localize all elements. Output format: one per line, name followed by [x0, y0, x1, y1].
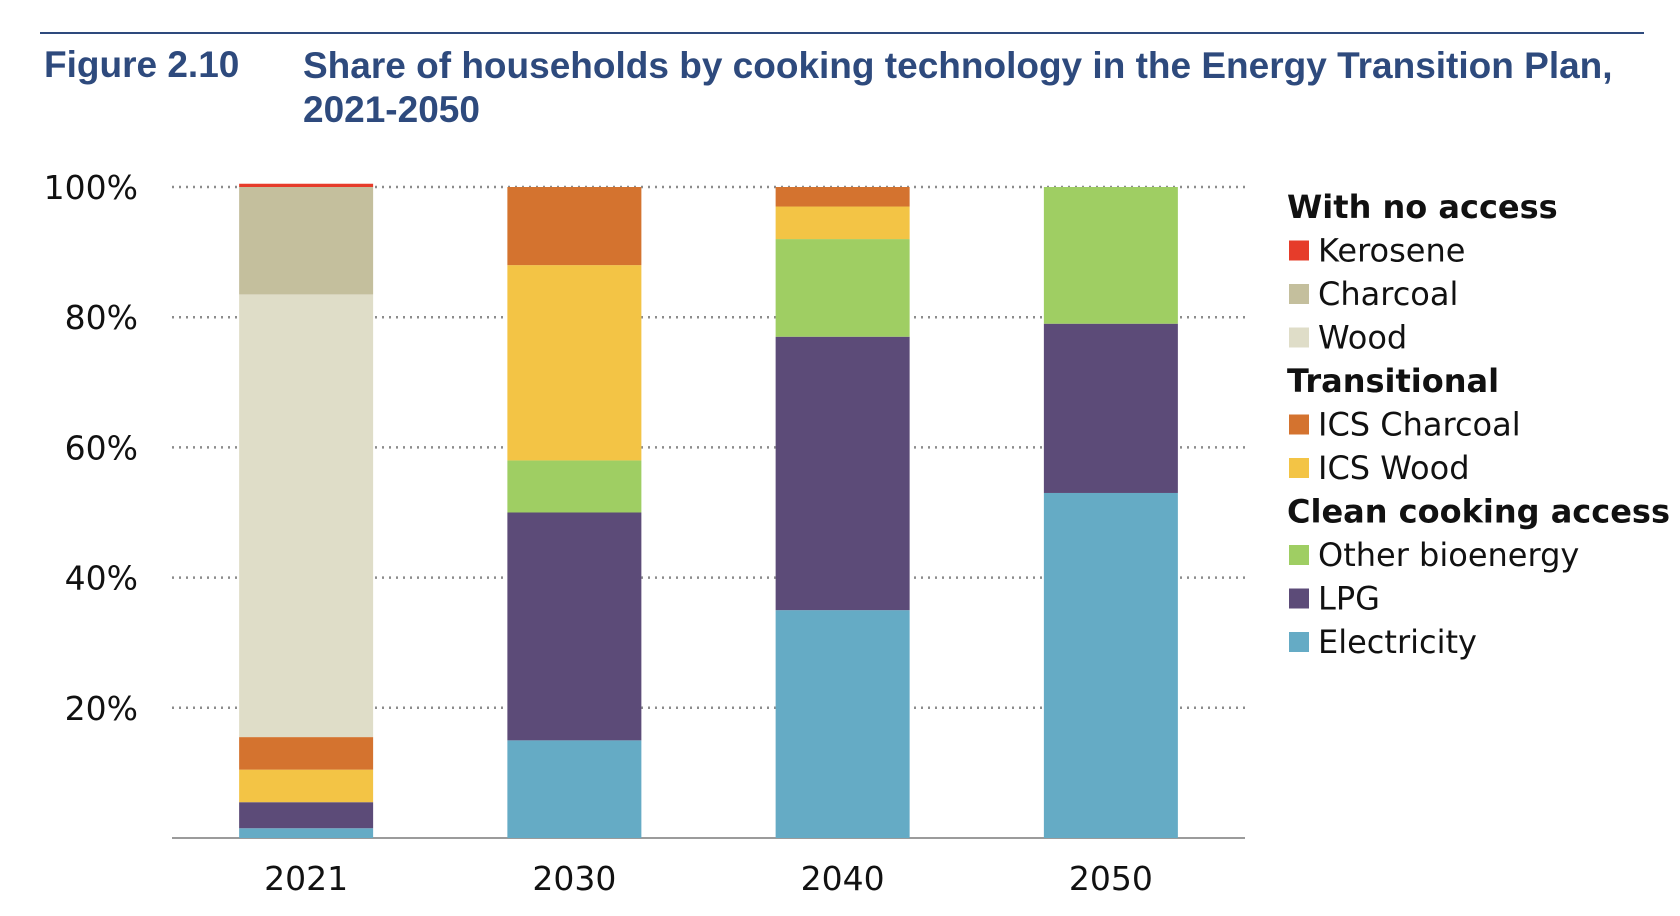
bar-segment-electricity — [775, 610, 910, 838]
legend-item-label: LPG — [1318, 580, 1380, 618]
legend-swatch — [1289, 545, 1309, 565]
y-tick-label: 100% — [44, 168, 138, 207]
legend-swatch — [1289, 458, 1309, 478]
bar-segment-ics-wood — [775, 206, 910, 240]
legend-item-label: Wood — [1318, 319, 1407, 357]
bar-segment-other-bioenergy — [507, 460, 642, 513]
bar-segment-lpg — [1043, 323, 1178, 493]
x-tick-label: 2040 — [801, 859, 885, 898]
bar-segment-ics-charcoal — [775, 187, 910, 207]
legend-swatch — [1289, 240, 1309, 261]
bar-segment-charcoal — [239, 187, 374, 295]
y-tick-label: 60% — [65, 428, 138, 467]
bar-segment-lpg — [507, 512, 642, 741]
legend-item-label: ICS Wood — [1318, 449, 1470, 487]
legend-group-heading: With no access — [1287, 188, 1558, 226]
x-tick-label: 2030 — [532, 859, 616, 898]
figure-title: Share of households by cooking technolog… — [303, 45, 1613, 130]
legend-item-label: Electricity — [1318, 623, 1477, 661]
legend-swatch — [1289, 588, 1309, 609]
bar-segment-other-bioenergy — [775, 239, 910, 337]
y-tick-label: 20% — [65, 689, 138, 728]
x-tick-label: 2050 — [1069, 859, 1153, 898]
legend-item-label: Other bioenergy — [1318, 536, 1579, 574]
bar-segment-electricity — [1043, 492, 1178, 838]
legend-group-heading: Transitional — [1287, 362, 1499, 400]
bar-segment-lpg — [239, 802, 374, 829]
bar-segment-lpg — [775, 336, 910, 611]
legend-swatch — [1289, 414, 1309, 435]
bar-segment-other-bioenergy — [1043, 187, 1178, 324]
y-tick-label: 80% — [65, 298, 138, 337]
bar-segment-ics-charcoal — [239, 737, 374, 770]
y-tick-label: 40% — [65, 559, 138, 598]
bar-segment-ics-wood — [239, 769, 374, 803]
bar-segment-kerosene — [239, 183, 374, 187]
bar-segment-electricity — [239, 828, 374, 838]
figure-label: Figure 2.10 — [44, 44, 240, 85]
x-tick-label: 2021 — [264, 859, 348, 898]
legend-item-label: Kerosene — [1318, 232, 1465, 270]
bar-segment-wood — [239, 294, 374, 738]
legend-group-heading: Clean cooking access — [1287, 493, 1670, 531]
bar-segment-electricity — [507, 740, 642, 838]
legend-item-label: Charcoal — [1318, 275, 1458, 313]
legend-swatch — [1289, 327, 1309, 348]
bar-segment-ics-wood — [507, 265, 642, 461]
legend-item-label: ICS Charcoal — [1318, 406, 1521, 444]
legend-swatch — [1289, 632, 1309, 652]
top-rule — [40, 32, 1644, 34]
legend-swatch — [1289, 284, 1309, 304]
bar-segment-ics-charcoal — [507, 187, 642, 266]
